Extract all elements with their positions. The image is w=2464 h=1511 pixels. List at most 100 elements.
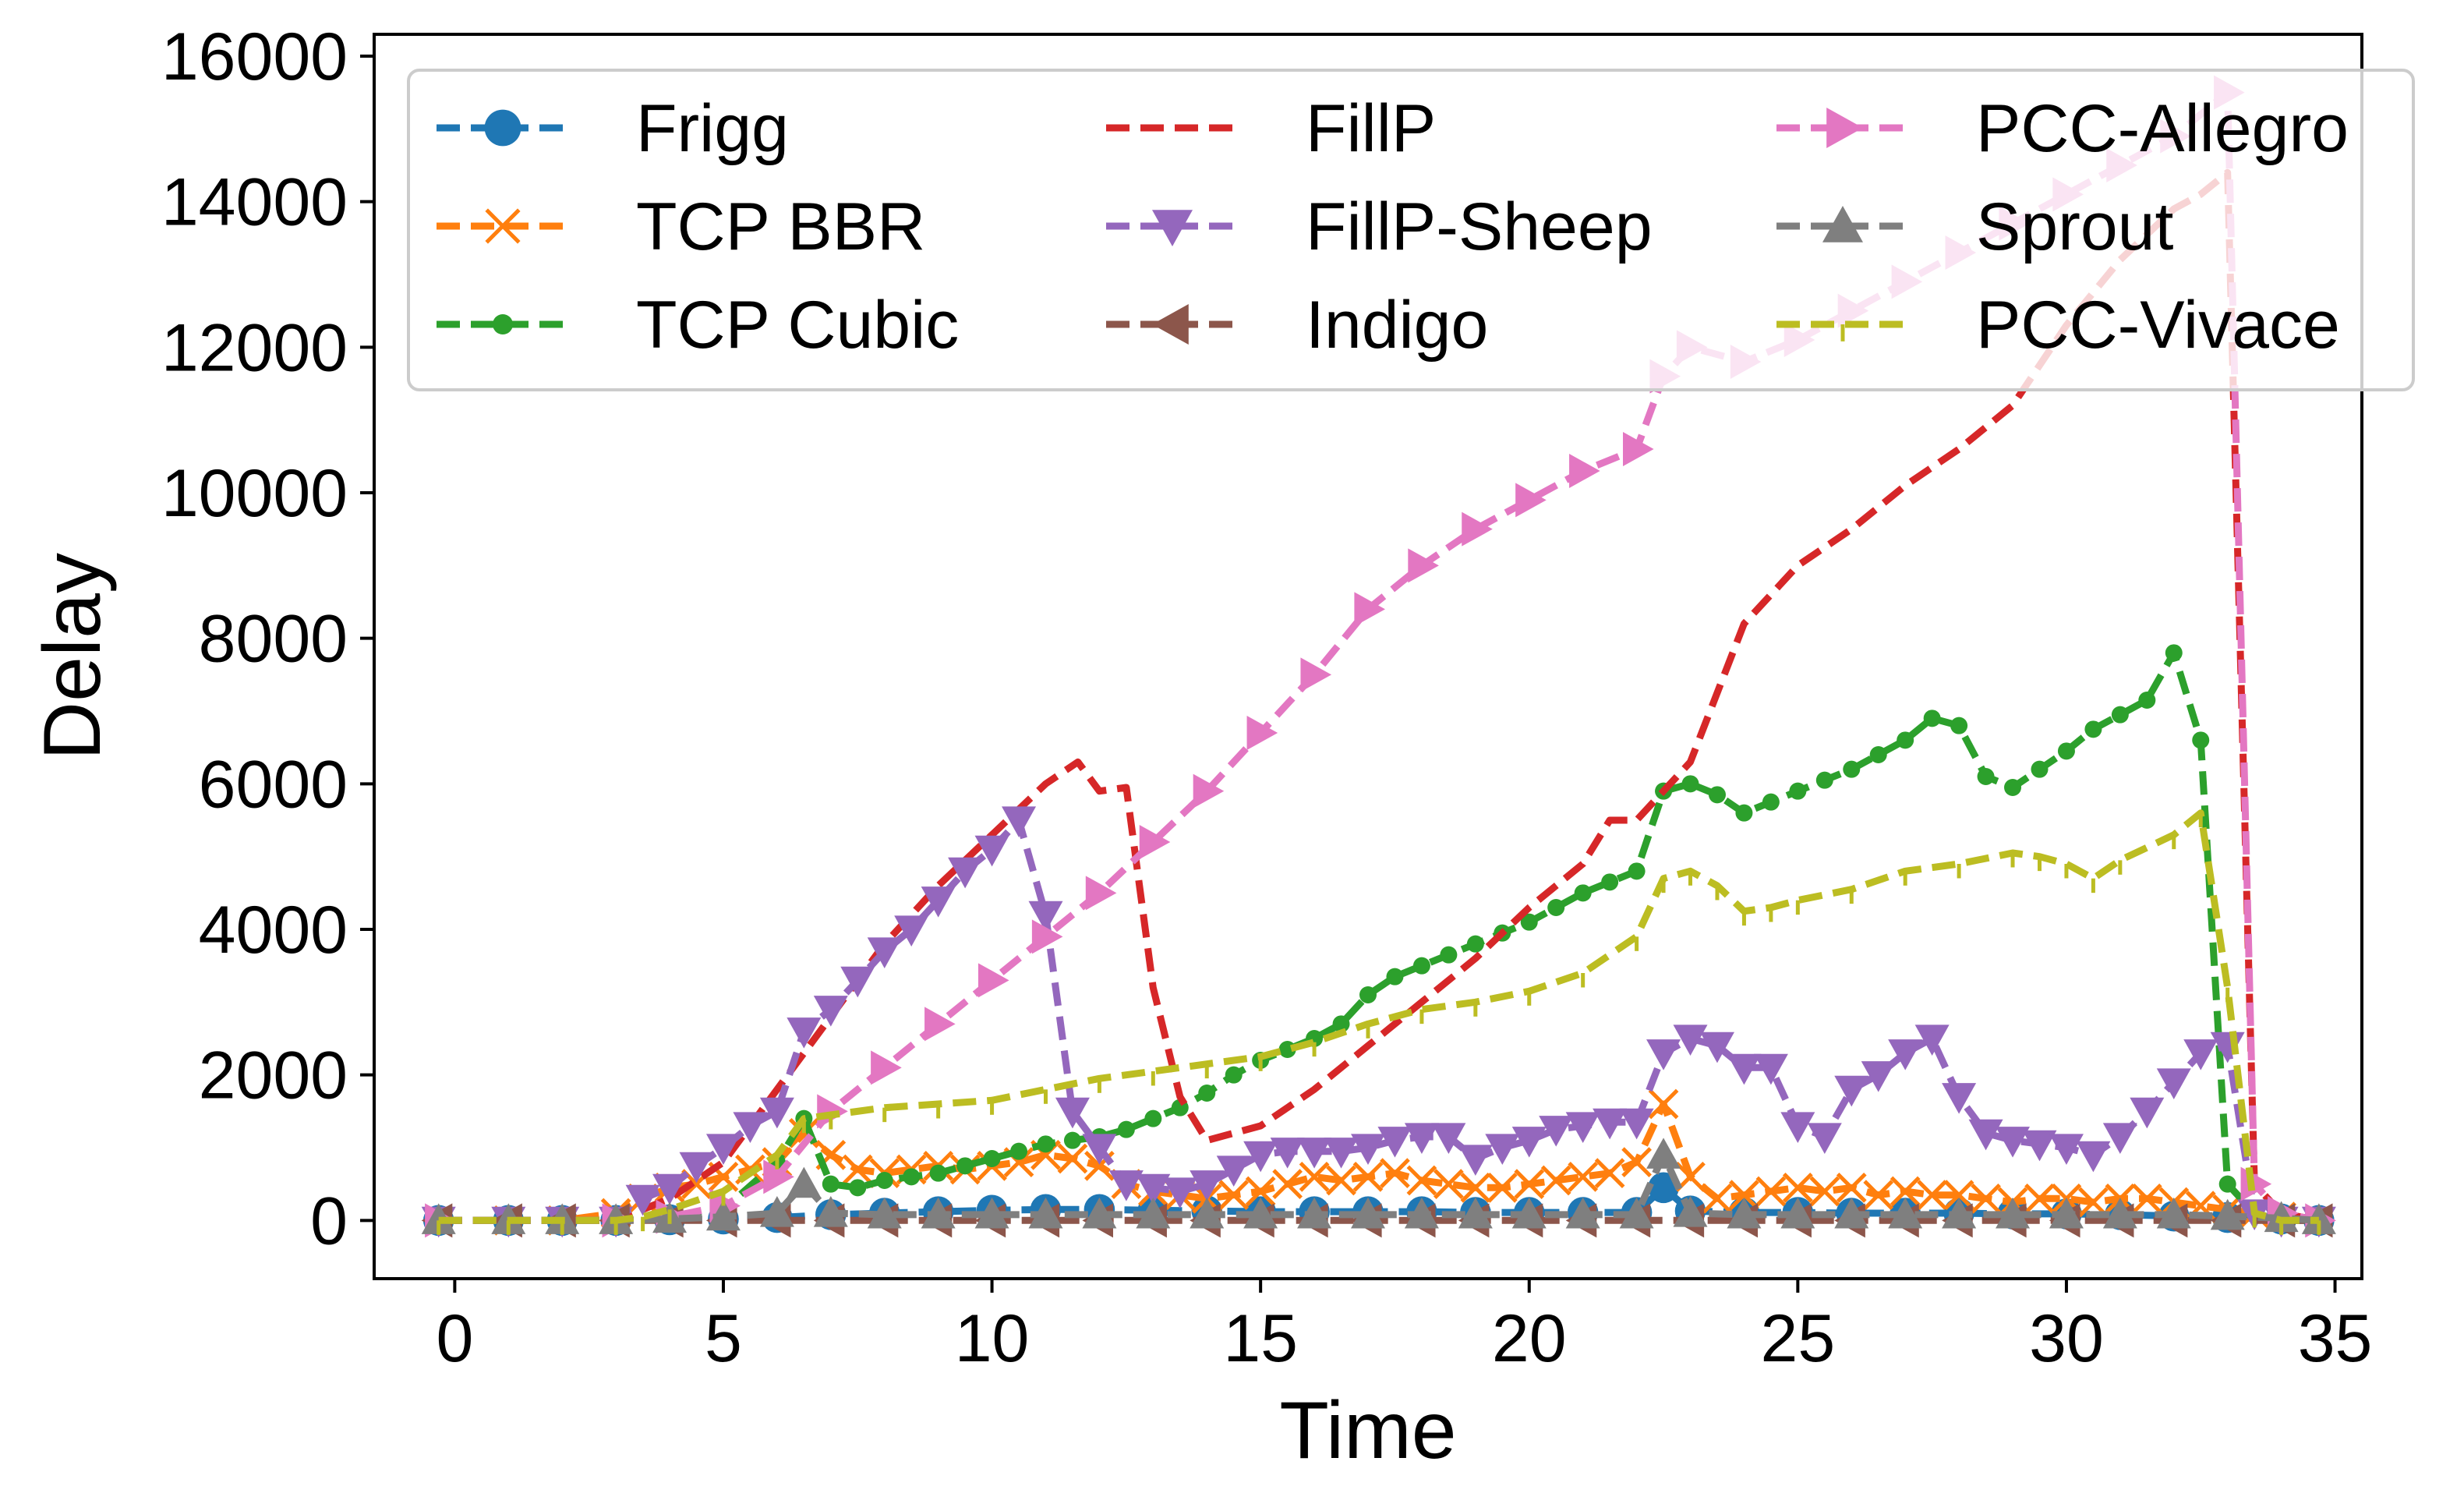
data-point-fillp-sheep: [1861, 1061, 1896, 1092]
data-point-pcc-allegro: [763, 1159, 794, 1194]
data-point-fillp-sheep: [2049, 1134, 2084, 1165]
data-point-tcp-cubic: [2031, 760, 2049, 778]
data-point-tcp-bbr: [1406, 1165, 1437, 1196]
data-point-tcp-bbr: [1218, 1180, 1250, 1211]
legend-item-pcc-allegro: PCC-Allegro: [1776, 91, 2349, 166]
series-fillp: [438, 168, 2320, 1224]
data-point-tcp-cubic: [1063, 1131, 1081, 1149]
data-point-sprout: [1888, 1197, 1923, 1229]
data-point-tcp-bbr: [1971, 1183, 2001, 1214]
legend-label-frigg: Frigg: [636, 91, 789, 166]
data-point-sprout: [1996, 1197, 2031, 1229]
data-point-sprout: [1727, 1197, 1762, 1229]
data-point-tcp-cubic: [1332, 1015, 1350, 1033]
data-point-fillp-sheep: [1351, 1134, 1385, 1165]
data-point-fillp-sheep: [921, 886, 956, 918]
data-point-tcp-bbr: [842, 1154, 873, 1185]
x-tick-label: 25: [1761, 1301, 1836, 1376]
y-tick-label: 16000: [161, 19, 348, 94]
x-tick-label: 20: [1492, 1301, 1567, 1376]
data-point-fillp-sheep: [1673, 1024, 1708, 1056]
data-point-tcp-cubic: [2111, 706, 2129, 724]
data-point-tcp-bbr: [1540, 1165, 1571, 1196]
data-point-fillp-sheep: [894, 915, 929, 947]
data-point-tcp-cubic: [1977, 768, 1995, 785]
data-point-fillp-sheep: [867, 937, 902, 968]
legend-marker-pcc-allegro: [1826, 108, 1863, 148]
data-point-tcp-cubic: [2218, 1175, 2236, 1193]
series-line-pcc-vivace: [438, 809, 2319, 1224]
data-point-fillp-sheep: [948, 857, 983, 889]
data-point-sprout: [1673, 1196, 1708, 1227]
data-point-fillp-sheep: [1699, 1032, 1734, 1063]
data-point-pcc-allegro: [1622, 432, 1654, 466]
data-point-tcp-cubic: [1601, 873, 1619, 891]
legend-label-pcc-vivace: PCC-Vivace: [1976, 288, 2340, 363]
data-point-pcc-allegro: [977, 963, 1009, 998]
data-point-sprout: [1646, 1138, 1681, 1169]
data-point-pcc-allegro: [1193, 773, 1225, 809]
data-point-tcp-cubic: [1386, 968, 1404, 986]
data-point-tcp-bbr: [1272, 1169, 1303, 1200]
legend-label-tcp-cubic: TCP Cubic: [636, 288, 959, 363]
data-point-pcc-allegro: [1139, 825, 1171, 859]
y-axis-title: Delay: [27, 553, 118, 760]
data-point-pcc-allegro: [1408, 548, 1439, 583]
data-point-fillp-sheep: [2130, 1097, 2165, 1129]
data-point-sprout: [2210, 1198, 2245, 1230]
data-point-sprout: [2156, 1197, 2191, 1229]
data-point-tcp-cubic: [1574, 884, 1592, 902]
data-point-fillp-sheep: [1028, 901, 1063, 932]
data-point-tcp-bbr: [1299, 1161, 1330, 1192]
data-point-sprout: [2102, 1197, 2137, 1229]
data-point-pcc-allegro: [924, 1007, 956, 1042]
data-point-tcp-cubic: [1735, 804, 1753, 822]
x-tick-label: 10: [955, 1301, 1030, 1376]
data-point-sprout: [1082, 1197, 1117, 1229]
data-point-tcp-bbr: [1621, 1147, 1652, 1178]
data-point-fillp-sheep: [1646, 1039, 1681, 1070]
data-point-tcp-bbr: [1809, 1176, 1840, 1207]
y-axis-ticks: 0 2000 4000 6000 8000 10000 12000 14000 16000: [161, 19, 374, 1258]
data-point-tcp-cubic: [2138, 692, 2156, 709]
data-point-sprout: [1297, 1197, 1332, 1229]
data-point-sprout: [2264, 1201, 2299, 1233]
data-point-tcp-bbr: [1943, 1180, 1974, 1211]
data-point-pcc-allegro: [1085, 876, 1117, 911]
x-tick-label: 35: [2298, 1301, 2373, 1376]
data-point-tcp-cubic: [1950, 717, 1968, 734]
data-point-tcp-bbr: [1460, 1172, 1491, 1203]
data-point-tcp-cubic: [2165, 644, 2183, 662]
data-point-sprout: [1136, 1197, 1171, 1229]
data-point-fillp-sheep: [1404, 1123, 1439, 1154]
data-point-tcp-bbr: [1514, 1169, 1545, 1200]
data-point-fillp-sheep: [840, 966, 875, 998]
data-point-tcp-cubic: [903, 1168, 921, 1186]
data-point-fillp-sheep: [1431, 1123, 1466, 1154]
data-point-fillp-sheep: [1968, 1119, 2003, 1151]
y-tick-label: 0: [310, 1184, 348, 1258]
data-point-fillp-sheep: [2022, 1130, 2057, 1162]
legend-label-fillp-sheep: FillP-Sheep: [1306, 189, 1653, 264]
data-point-fillp-sheep: [2102, 1123, 2137, 1154]
legend-marker-tcp-bbr: [485, 208, 521, 244]
data-point-sprout: [1619, 1197, 1654, 1229]
data-point-sprout: [1565, 1197, 1600, 1229]
data-point-pcc-allegro: [1354, 592, 1385, 627]
data-point-tcp-bbr: [1863, 1180, 1894, 1211]
data-point-fillp-sheep: [1996, 1127, 2031, 1158]
data-point-fillp-sheep: [1511, 1127, 1547, 1158]
data-point-tcp-bbr: [1729, 1180, 1759, 1211]
data-point-fillp-sheep: [759, 1097, 794, 1129]
legend-marker-tcp-cubic: [493, 314, 513, 334]
data-point-sprout: [705, 1199, 741, 1231]
data-point-fillp-sheep: [1216, 1155, 1251, 1187]
data-point-tcp-bbr: [1648, 1088, 1679, 1120]
data-point-tcp-cubic: [1010, 1142, 1028, 1160]
legend-item-pcc-vivace: PCC-Vivace: [1776, 288, 2340, 363]
data-point-tcp-cubic: [1359, 986, 1377, 1003]
y-tick-label: 6000: [199, 747, 348, 822]
data-point-fillp-sheep: [1243, 1141, 1278, 1173]
data-point-tcp-bbr: [1594, 1158, 1625, 1189]
